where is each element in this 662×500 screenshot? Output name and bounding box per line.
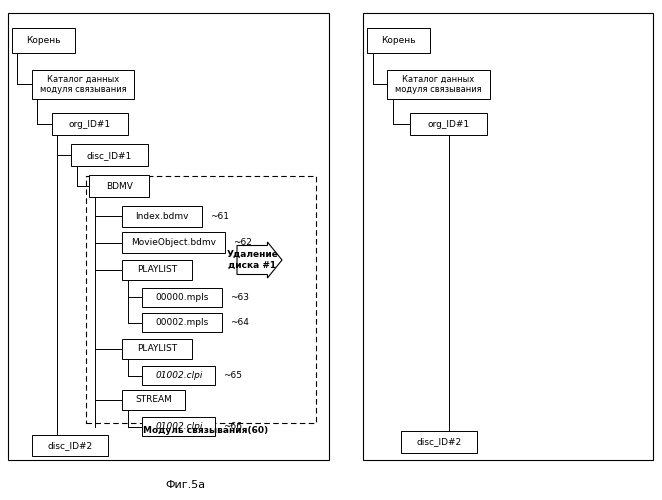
Text: PLAYLIST: PLAYLIST: [137, 266, 177, 274]
Text: MovieObject.bdmv: MovieObject.bdmv: [131, 238, 216, 247]
Bar: [401, 431, 477, 452]
Bar: [122, 206, 202, 227]
Text: 01002.clpi: 01002.clpi: [155, 422, 203, 431]
Bar: [122, 232, 225, 252]
Text: Корень: Корень: [381, 36, 416, 45]
Text: 00000.mpls: 00000.mpls: [156, 292, 209, 302]
Text: disc_ID#1: disc_ID#1: [87, 151, 132, 160]
Bar: [52, 114, 128, 135]
Text: BDMV: BDMV: [106, 182, 132, 190]
Text: org_ID#1: org_ID#1: [69, 120, 111, 128]
Bar: [410, 114, 487, 135]
Text: ~63: ~63: [230, 292, 249, 302]
Text: 00002.mpls: 00002.mpls: [156, 318, 209, 327]
Text: PLAYLIST: PLAYLIST: [137, 344, 177, 353]
Bar: [142, 313, 222, 332]
Text: STREAM: STREAM: [136, 396, 172, 404]
FancyArrow shape: [237, 242, 282, 278]
Bar: [142, 288, 222, 306]
Text: disc_ID#2: disc_ID#2: [47, 441, 93, 450]
Bar: [86, 176, 316, 422]
Bar: [122, 338, 192, 358]
Text: Каталог данных
модуля связывания: Каталог данных модуля связывания: [395, 74, 482, 94]
Bar: [89, 176, 149, 197]
Bar: [12, 28, 75, 52]
Bar: [367, 28, 430, 52]
Text: Корень: Корень: [26, 36, 61, 45]
Text: Каталог данных
модуля связывания: Каталог данных модуля связывания: [40, 74, 126, 94]
Text: Удаление
диска #1: Удаление диска #1: [226, 250, 278, 270]
Text: 01002.clpi: 01002.clpi: [155, 371, 203, 380]
Text: ~62: ~62: [233, 238, 252, 247]
Text: Модуль связывания(60): Модуль связывания(60): [142, 426, 268, 435]
Bar: [142, 417, 215, 436]
Text: disc_ID#2: disc_ID#2: [416, 437, 461, 446]
Bar: [32, 434, 108, 456]
Bar: [71, 144, 148, 166]
Bar: [387, 70, 490, 98]
Text: ~61: ~61: [210, 212, 229, 221]
Bar: [122, 390, 185, 410]
Bar: [363, 12, 653, 460]
Text: Фиг.5а: Фиг.5а: [166, 480, 205, 490]
Bar: [32, 70, 134, 98]
Bar: [8, 12, 329, 460]
Text: ~64: ~64: [230, 318, 249, 327]
Text: ~65: ~65: [223, 371, 242, 380]
Text: org_ID#1: org_ID#1: [428, 120, 469, 128]
Bar: [142, 366, 215, 385]
Text: ~66: ~66: [223, 422, 242, 431]
Bar: [122, 260, 192, 280]
Text: Index.bdmv: Index.bdmv: [136, 212, 189, 221]
